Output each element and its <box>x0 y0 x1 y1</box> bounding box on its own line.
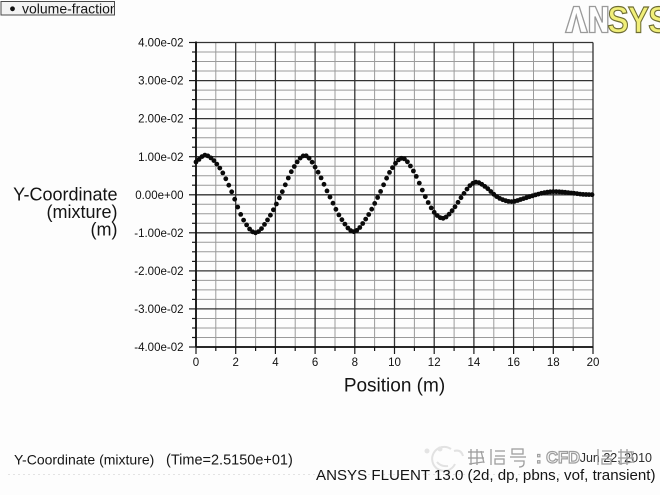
svg-text:0: 0 <box>193 357 199 369</box>
svg-text:4: 4 <box>272 357 279 369</box>
svg-text:(Time=2.5150e+01): (Time=2.5150e+01) <box>166 453 293 469</box>
svg-text:-1.00e-02: -1.00e-02 <box>134 228 183 240</box>
svg-text:14: 14 <box>468 357 481 369</box>
svg-text:volume-fraction: volume-fraction <box>22 0 118 16</box>
svg-text:Jun 22, 2010: Jun 22, 2010 <box>580 451 652 465</box>
svg-text:-4.00e-02: -4.00e-02 <box>134 342 183 354</box>
svg-text:3.00e-02: 3.00e-02 <box>138 76 183 88</box>
svg-text:20: 20 <box>587 357 600 369</box>
svg-text:(m): (m) <box>91 220 118 240</box>
svg-text:1.00e-02: 1.00e-02 <box>138 152 183 164</box>
svg-text:: CFD: : CFD <box>536 449 580 467</box>
svg-text:6: 6 <box>312 357 318 369</box>
svg-text:18: 18 <box>547 357 560 369</box>
svg-text:ANSYS FLUENT 13.0 (2d, dp, pbn: ANSYS FLUENT 13.0 (2d, dp, pbns, vof, tr… <box>316 467 656 484</box>
svg-text:SYS: SYS <box>608 0 660 41</box>
svg-text:-3.00e-02: -3.00e-02 <box>134 304 183 316</box>
svg-text:10: 10 <box>388 357 401 369</box>
svg-text:16: 16 <box>507 357 520 369</box>
svg-text:2.00e-02: 2.00e-02 <box>138 114 183 126</box>
svg-text:Position (m): Position (m) <box>344 376 445 397</box>
svg-text:8: 8 <box>352 357 358 369</box>
svg-text:Y-Coordinate (mixture): Y-Coordinate (mixture) <box>14 452 154 468</box>
svg-text:4.00e-02: 4.00e-02 <box>138 38 183 50</box>
svg-text:0.00e+00: 0.00e+00 <box>135 190 183 202</box>
svg-text:12: 12 <box>428 357 441 369</box>
svg-text:2: 2 <box>232 357 238 369</box>
svg-text:-2.00e-02: -2.00e-02 <box>134 266 183 278</box>
